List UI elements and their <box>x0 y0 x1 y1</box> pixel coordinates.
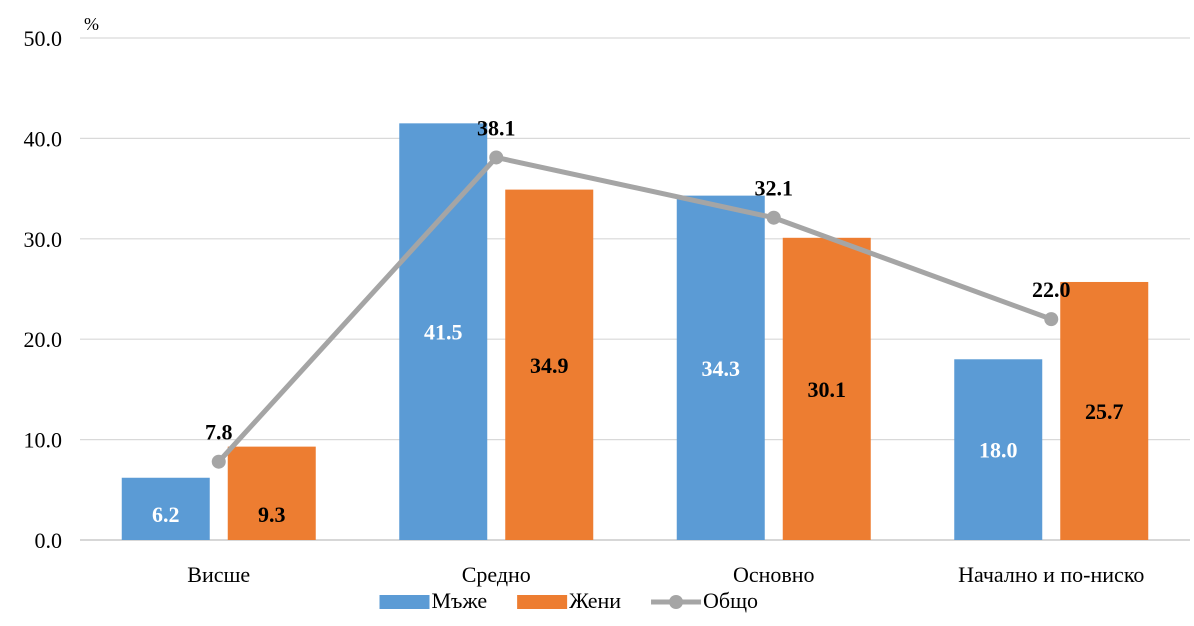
x-axis: Висше Средно Основно Начално и по-ниско <box>187 562 1144 587</box>
bar-data-label: 6.2 <box>152 502 180 527</box>
legend-label: Общо <box>703 588 758 613</box>
line-data-label: 22.0 <box>1032 277 1071 302</box>
bar-data-label: 25.7 <box>1085 399 1124 424</box>
bar-men <box>954 359 1043 540</box>
bar-women <box>1060 281 1149 540</box>
bar-data-label: 34.3 <box>702 356 741 381</box>
y-tick-label: 30.0 <box>24 227 63 252</box>
bar-data-label: 34.9 <box>530 353 569 378</box>
bar-women <box>505 189 594 540</box>
legend-label: Мъже <box>432 588 488 613</box>
line-data-label: 7.8 <box>205 420 233 445</box>
y-tick-label: 10.0 <box>24 428 63 453</box>
bar-data-label: 9.3 <box>258 502 286 527</box>
y-axis-unit-label: % <box>84 14 99 34</box>
total-line-marker <box>766 210 781 225</box>
total-line-marker <box>1044 312 1059 327</box>
y-tick-label: 20.0 <box>24 327 63 352</box>
bars <box>121 123 1149 541</box>
bar-women <box>227 446 316 540</box>
x-category-label: Начално и по-ниско <box>958 562 1144 587</box>
x-category-label: Основно <box>733 562 815 587</box>
y-tick-label: 0.0 <box>35 528 63 553</box>
legend-swatch <box>517 595 568 609</box>
line-data-label: 38.1 <box>477 115 516 140</box>
legend-line-marker <box>669 595 684 609</box>
total-line <box>211 150 1059 469</box>
bar-data-label: 41.5 <box>424 320 463 345</box>
bar-women <box>782 237 871 540</box>
legend-label: Жени <box>569 588 621 613</box>
bar-men <box>676 195 765 541</box>
bar-data-label: 18.0 <box>979 438 1018 463</box>
legend: Мъже Жени Общо <box>379 588 758 613</box>
bar-data-label: 30.1 <box>808 377 847 402</box>
total-line-marker <box>211 454 226 469</box>
y-tick-label: 40.0 <box>24 126 63 151</box>
legend-swatch <box>379 595 430 609</box>
x-category-label: Средно <box>462 562 531 587</box>
total-line-marker <box>489 150 504 165</box>
bar-men <box>121 477 210 540</box>
y-tick-label: 50.0 <box>24 26 63 51</box>
y-axis: 0.0 10.0 20.0 30.0 40.0 50.0 <box>24 26 63 553</box>
line-data-label: 32.1 <box>755 176 794 201</box>
data-labels: 6.2 41.5 34.3 18.0 9.3 34.9 30.1 25.7 7.8 38.1 32.… <box>152 115 1124 527</box>
total-line-path <box>216 154 1053 464</box>
x-category-label: Висше <box>187 562 250 587</box>
bar-men <box>399 123 488 540</box>
